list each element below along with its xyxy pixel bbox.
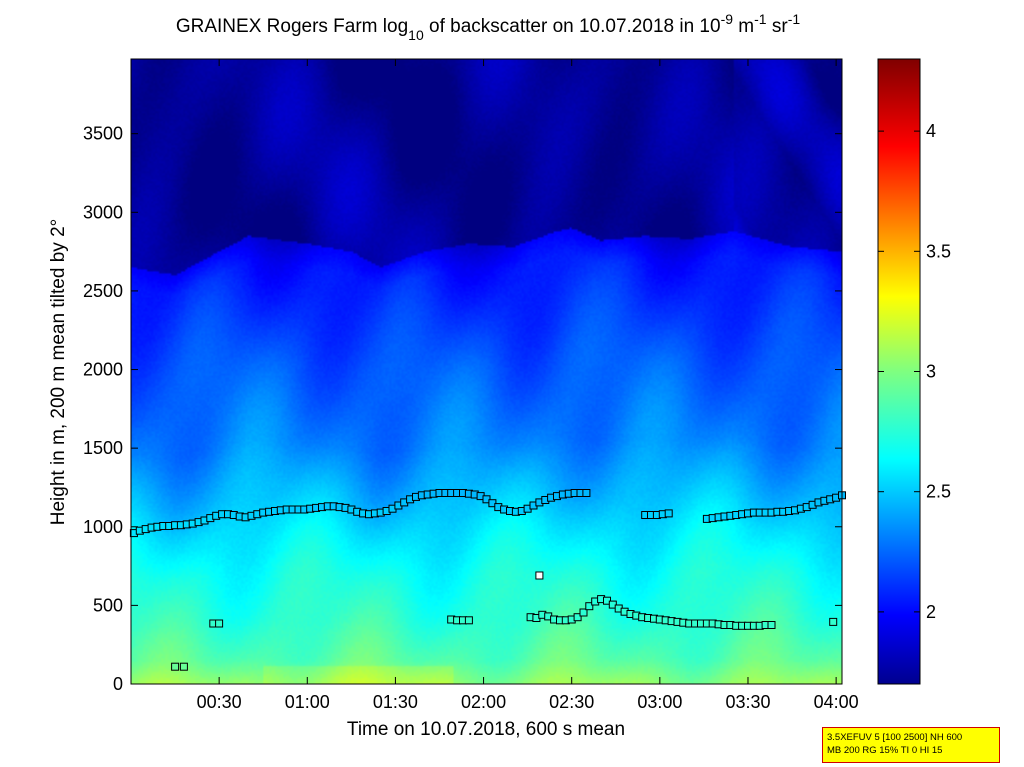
colorbar-gradient <box>877 58 921 685</box>
x-tick-label-5: 03:00 <box>637 692 682 712</box>
y-tick-label-3: 1500 <box>83 438 123 458</box>
colorbar-tick-label-0: 2 <box>926 602 936 622</box>
marker-1-18 <box>585 602 594 611</box>
x-tick-label-1: 01:00 <box>285 692 330 712</box>
y-tick-label-2: 1000 <box>83 517 123 537</box>
colorbar-tick-label-4: 4 <box>926 121 936 141</box>
info-line-1: 3.5XEFUV 5 [100 2500] NH 600 <box>827 732 963 743</box>
y-tick-label-0: 0 <box>113 674 123 694</box>
colorbar: 2 2.5 3 3.5 4 <box>877 58 951 685</box>
marker-1-17 <box>579 608 588 617</box>
y-tick-label-4: 2000 <box>83 360 123 380</box>
marker-0-82 <box>664 509 673 518</box>
marker-1-1 <box>179 662 188 671</box>
x-tick-label-3: 02:00 <box>461 692 506 712</box>
colorbar-tick-label-2: 3 <box>926 362 936 382</box>
y-axis-ticks: 0 500 1000 1500 2000 2500 3000 3500 <box>83 124 842 694</box>
colorbar-ticks: 2 2.5 3 3.5 4 <box>878 121 951 622</box>
processing-info-box: 3.5XEFUV 5 [100 2500] NH 600 MB 200 RG 1… <box>822 727 1000 763</box>
marker-1-16 <box>573 613 582 622</box>
x-tick-label-4: 02:30 <box>549 692 594 712</box>
x-tick-label-2: 01:30 <box>373 692 418 712</box>
marker-1-0 <box>171 662 180 671</box>
info-line-2: MB 200 RG 15% TI 0 HI 15 <box>827 745 943 756</box>
y-axis-label: Height in m, 200 m mean tilted by 2° <box>48 219 69 525</box>
marker-1-49 <box>767 621 776 629</box>
x-axis-label: Time on 10.07.2018, 600 s mean <box>347 719 625 740</box>
colorbar-tick-label-1: 2.5 <box>926 482 951 502</box>
marker-1-50 <box>829 617 838 626</box>
marker-1-51 <box>535 571 544 580</box>
backscatter-field <box>131 59 842 684</box>
marker-1-3 <box>215 619 224 628</box>
x-axis-ticks: 00:30 01:00 01:30 02:00 02:30 03:00 03:30 04:00 <box>197 59 859 712</box>
x-tick-label-6: 03:30 <box>725 692 770 712</box>
marker-0-77 <box>582 489 591 497</box>
colorbar-tick-label-3: 3.5 <box>926 241 951 261</box>
x-tick-label-0: 00:30 <box>197 692 242 712</box>
y-tick-label-5: 2500 <box>83 281 123 301</box>
chart-title: GRAINEX Rogers Farm log10 of backscatter… <box>176 11 800 43</box>
y-tick-label-1: 500 <box>93 595 123 615</box>
y-tick-label-7: 3500 <box>83 124 123 144</box>
y-tick-label-6: 3000 <box>83 202 123 222</box>
heatmap-field <box>131 59 842 684</box>
plot-frame <box>130 58 843 685</box>
x-tick-label-7: 04:00 <box>814 692 859 712</box>
marker-1-7 <box>464 616 473 625</box>
